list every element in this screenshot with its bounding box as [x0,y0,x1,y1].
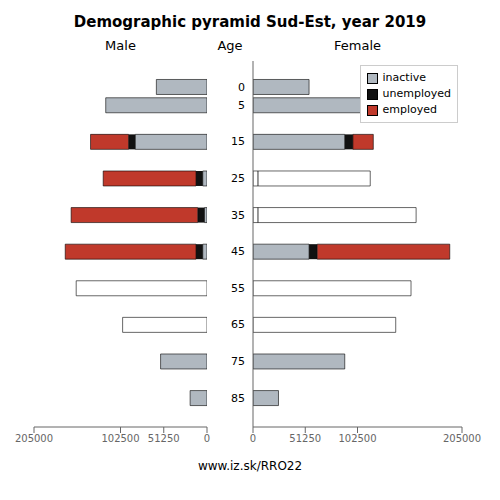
html-text:employed: employed [382,103,437,116]
html-text:Age: Age [217,38,243,53]
svg-text:0: 0 [238,81,245,94]
html-text:Demographic pyramid Sud-Est, y: Demographic pyramid Sud-Est, year 2019 [73,13,427,31]
html-text:Male: Male [105,38,136,53]
svg-text:102500: 102500 [338,433,376,444]
svg-text:205000: 205000 [15,433,53,444]
html-text:inactive: inactive [382,71,426,84]
svg-text:5: 5 [238,99,245,112]
svg-text:35: 35 [231,209,245,222]
svg-text:0: 0 [204,433,210,444]
svg-text:45: 45 [231,245,245,258]
html-text:Female: Female [334,38,381,53]
svg-text:51250: 51250 [289,433,321,444]
svg-text:65: 65 [231,318,245,331]
html-text:www.iz.sk/RRO22: www.iz.sk/RRO22 [197,459,303,473]
html-text:unemployed: unemployed [382,87,451,100]
svg-text:15: 15 [231,135,245,148]
svg-text:55: 55 [231,282,245,295]
svg-text:25: 25 [231,172,245,185]
svg-text:0: 0 [250,433,256,444]
svg-text:205000: 205000 [443,433,481,444]
svg-text:102500: 102500 [101,433,139,444]
svg-text:51250: 51250 [148,433,180,444]
svg-text:85: 85 [231,392,245,405]
svg-text:75: 75 [231,355,245,368]
